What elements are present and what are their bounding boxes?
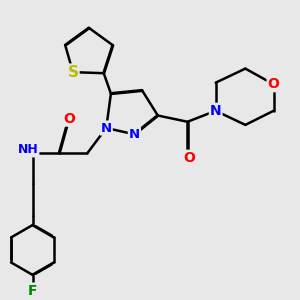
Text: N: N — [101, 122, 112, 134]
Text: O: O — [268, 77, 279, 91]
Text: F: F — [28, 284, 38, 298]
Text: O: O — [63, 112, 75, 126]
Text: NH: NH — [18, 143, 38, 156]
Text: S: S — [68, 64, 79, 80]
Text: N: N — [210, 104, 221, 118]
Text: N: N — [129, 128, 140, 141]
Text: O: O — [183, 151, 195, 165]
